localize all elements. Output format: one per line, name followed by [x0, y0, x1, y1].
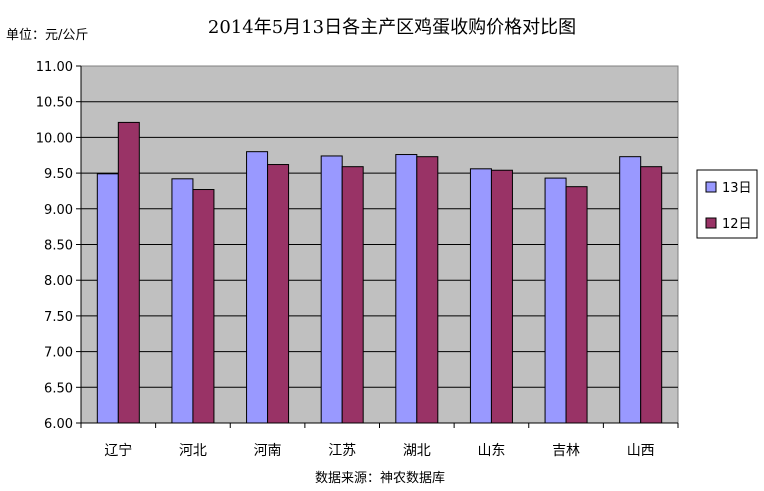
- bar-series2: [341, 166, 364, 424]
- y-tick-label: 10.00: [36, 131, 73, 146]
- x-category-label: 江苏: [328, 443, 356, 459]
- x-category-label: 辽宁: [104, 442, 132, 459]
- x-category-label: 山东: [477, 443, 505, 459]
- y-tick-label: 9.00: [44, 203, 73, 218]
- x-axis-categories: 辽宁 河北 河南 江苏 湖北 山东 吉林 山西: [80, 423, 679, 459]
- bar-series1: [320, 155, 343, 424]
- legend-label: 12日: [722, 217, 752, 232]
- y-tick-label: 10.50: [36, 96, 73, 111]
- x-category-label: 河南: [254, 443, 282, 459]
- y-tick-label: 8.00: [44, 274, 73, 289]
- chart-title: 2014年5月13日各主产区鸡蛋收购价格对比图: [208, 17, 576, 38]
- x-category-label: 湖北: [403, 443, 431, 459]
- y-tick-label: 11.00: [36, 60, 73, 75]
- unit-label: 单位：元/公斤: [6, 28, 88, 43]
- bar-series1: [544, 177, 567, 424]
- y-tick-label: 9.50: [44, 167, 73, 182]
- bar-series1: [246, 151, 269, 424]
- y-tick-label: 8.50: [44, 239, 73, 254]
- bar-series1: [619, 156, 642, 424]
- bar-series1: [171, 178, 194, 424]
- bar-series2: [192, 189, 215, 424]
- bars: [96, 121, 663, 424]
- legend-swatch: [705, 217, 717, 229]
- bar-series2: [416, 156, 439, 424]
- x-category-label: 吉林: [552, 443, 580, 459]
- y-tick-label: 7.50: [44, 310, 73, 325]
- legend: 13日 12日: [696, 169, 758, 239]
- bar-series2: [565, 186, 588, 424]
- bar-series2: [117, 121, 140, 424]
- source-label: 数据来源：神农数据库: [315, 470, 445, 486]
- bar-series2: [640, 166, 663, 424]
- legend-swatch: [705, 181, 717, 193]
- y-axis-ticks: 6.00 6.50 7.00 7.50 8.00 8.50 9.00 9.50 10.00 10.…: [36, 60, 81, 432]
- y-tick-label: 6.00: [44, 417, 73, 432]
- x-category-label: 山西: [627, 443, 655, 459]
- y-tick-label: 6.50: [44, 381, 73, 396]
- bar-series2: [267, 164, 290, 424]
- bar-series1: [469, 168, 492, 424]
- bar-series2: [490, 169, 513, 424]
- x-category-label: 河北: [179, 443, 207, 459]
- bar-series1: [96, 173, 119, 424]
- legend-label: 13日: [722, 181, 752, 196]
- y-tick-label: 7.00: [44, 346, 73, 361]
- bar-series1: [395, 154, 418, 424]
